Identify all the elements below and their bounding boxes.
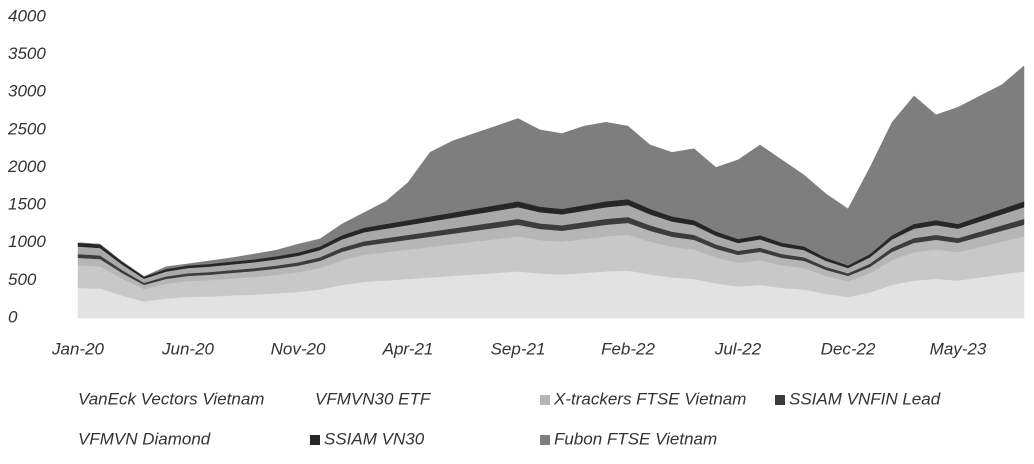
legend-label: VanEck Vectors Vietnam xyxy=(78,389,264,408)
legend-label: Fubon FTSE Vietnam xyxy=(554,429,717,448)
area xyxy=(77,65,1025,277)
legend-label: SSIAM VNFIN Lead xyxy=(789,389,941,408)
x-tick-label: Nov-20 xyxy=(271,339,326,358)
x-tick-label: Apr-21 xyxy=(382,339,434,358)
y-tick-label: 1500 xyxy=(8,195,46,214)
legend-label: X-trackers FTSE Vietnam xyxy=(553,389,746,408)
y-tick-label: 2500 xyxy=(7,119,46,138)
x-tick-label: Jan-20 xyxy=(51,339,105,358)
legend-label: SSIAM VN30 xyxy=(324,429,425,448)
legend-label: VFMVN Diamond xyxy=(78,429,211,448)
x-tick-label: Feb-22 xyxy=(601,339,655,358)
y-tick-label: 3000 xyxy=(8,82,46,101)
x-tick-label: Jul-22 xyxy=(714,339,762,358)
y-tick-label: 500 xyxy=(8,270,37,289)
y-tick-label: 0 xyxy=(8,307,18,326)
legend-label: VFMVN30 ETF xyxy=(315,389,432,408)
legend-swatch xyxy=(540,435,550,445)
x-tick-label: Jun-20 xyxy=(161,339,215,358)
y-tick-label: 1000 xyxy=(8,232,46,251)
y-tick-label: 3500 xyxy=(8,44,46,63)
x-tick-label: Sep-21 xyxy=(491,339,546,358)
y-tick-label: 4000 xyxy=(8,6,46,25)
y-tick-label: 2000 xyxy=(7,157,46,176)
legend-swatch xyxy=(540,395,550,405)
x-tick-label: May-23 xyxy=(930,339,987,358)
legend-swatch xyxy=(775,395,785,405)
x-tick-label: Dec-22 xyxy=(821,339,876,358)
legend-swatch xyxy=(310,435,320,445)
